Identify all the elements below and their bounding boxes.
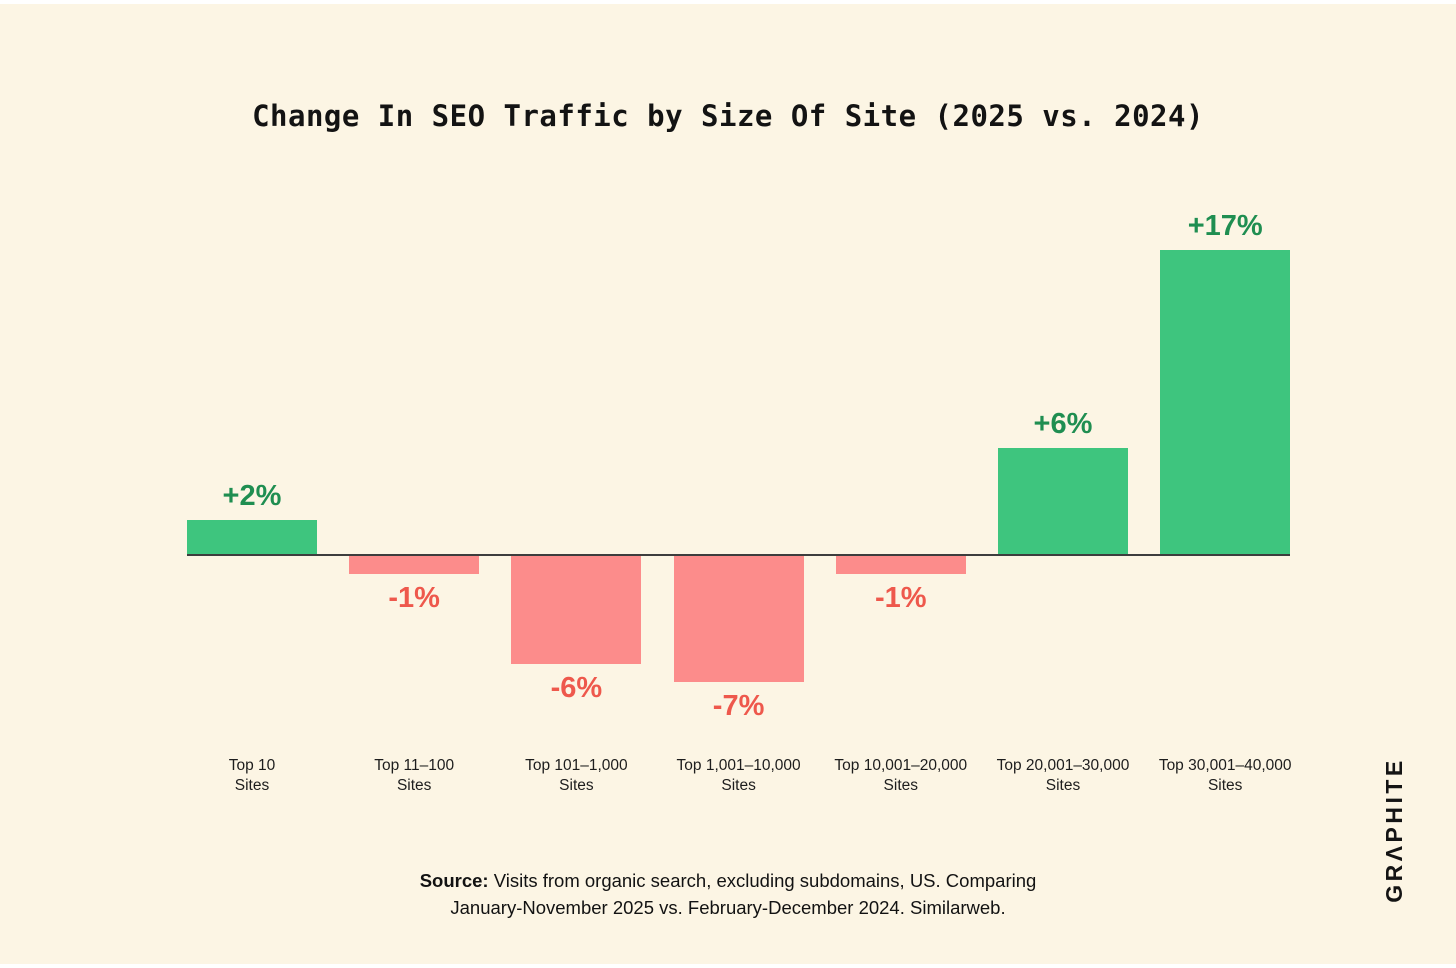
bar-category-label: Top 1,001–10,000 Sites (658, 756, 820, 796)
bar-negative (349, 556, 480, 574)
bar-positive (187, 520, 317, 556)
bar-negative (673, 556, 804, 682)
bar-category-label: Top 11–100 Sites (333, 756, 495, 796)
bar-value-label: -1% (388, 582, 440, 614)
category-range: Top 30,001–40,000 (1158, 757, 1292, 774)
bar-category-label: Top 10 Sites (171, 756, 333, 796)
category-suffix: Sites (1207, 777, 1243, 794)
category-range: Top 1,001–10,000 (676, 757, 801, 774)
bar-positive (998, 448, 1128, 556)
source-line-2: January-November 2025 vs. February-Decem… (450, 897, 1006, 918)
graphite-logo: GRΛPHITE (1381, 757, 1407, 903)
bottom-edge-strip (0, 964, 1456, 968)
bar-value-label: +17% (1187, 210, 1263, 242)
category-suffix: Sites (883, 777, 919, 794)
category-suffix: Sites (721, 777, 756, 794)
category-suffix: Sites (559, 777, 594, 794)
bar-value-label: -6% (550, 672, 603, 704)
bar-positive (1160, 250, 1291, 556)
category-range: Top 10 (228, 757, 276, 774)
category-suffix: Sites (1045, 777, 1081, 794)
zero-baseline (187, 554, 1290, 556)
category-range: Top 10,001–20,000 (834, 757, 968, 774)
source-line-1: Source: Visits from organic search, excl… (0, 867, 1456, 894)
category-suffix: Sites (396, 777, 432, 794)
bar-category-label: Top 101–1,000 Sites (495, 756, 657, 796)
bar-value-label: +6% (1033, 408, 1093, 440)
category-range: Top 11–100 (374, 757, 455, 774)
category-suffix: Sites (234, 777, 270, 794)
bar-category-label: Top 20,001–30,000 Sites (982, 756, 1144, 796)
chart-title: Change In SEO Traffic by Size Of Site (2… (252, 99, 1204, 134)
source-label: Source: (419, 870, 489, 891)
bar-category-label: Top 10,001–20,000 Sites (820, 756, 982, 796)
top-edge-strip (0, 0, 1456, 4)
bar-category-label: Top 30,001–40,000 Sites (1144, 756, 1306, 796)
bar-negative (511, 556, 642, 664)
bar-value-label: -7% (712, 690, 765, 722)
bar-value-label: -1% (874, 582, 927, 614)
bar-negative (835, 556, 966, 574)
category-range: Top 20,001–30,000 (996, 757, 1130, 774)
source-note: Source: Visits from organic search, excl… (0, 867, 1456, 921)
bar-value-label: +2% (222, 480, 282, 512)
category-range: Top 101–1,000 (525, 757, 628, 774)
source-text-1: Visits from organic search, excluding su… (488, 870, 1037, 891)
